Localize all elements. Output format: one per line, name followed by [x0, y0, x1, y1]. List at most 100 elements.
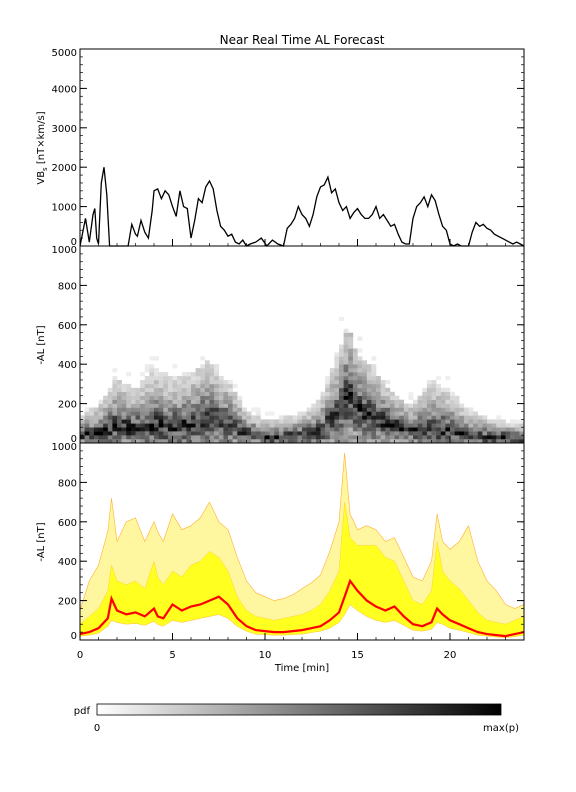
pdf-cell [362, 411, 367, 416]
pdf-panel: 0 200 400 600 800 1000 -AL [nT] [36, 245, 525, 445]
pdf-cell [371, 376, 377, 381]
colorbar-max-label: max(p) [483, 723, 519, 734]
pdf-cell [468, 407, 474, 412]
pdf-cell [334, 387, 340, 392]
x-tick-label: 5 [169, 650, 175, 661]
pdf-cell [329, 380, 335, 385]
pdf-cell [251, 435, 256, 440]
pdf-cell [200, 368, 206, 373]
pdf-cell [158, 380, 164, 385]
pdf-cell [385, 419, 391, 424]
pdf-cell [352, 376, 358, 381]
pdf-cell [149, 407, 155, 412]
pdf-cell [339, 431, 344, 436]
pdf-cell [440, 395, 446, 400]
pdf-cell [468, 411, 474, 416]
pdf-cell [163, 423, 169, 428]
pdf-cell [181, 427, 187, 432]
pdf-cell [325, 391, 330, 396]
pdf-cell [482, 427, 488, 432]
pdf-cell [237, 415, 243, 420]
pdf-cell [191, 427, 196, 432]
pdf-cell [144, 376, 150, 381]
pdf-cell [357, 427, 363, 432]
pdf-cell [167, 423, 173, 428]
pdf-cell [163, 372, 169, 377]
pdf-cell [117, 391, 122, 396]
pdf-cell [329, 391, 335, 396]
pdf-cell [436, 415, 441, 420]
pdf-cell [209, 372, 215, 377]
pdf-cell [241, 411, 247, 416]
pdf-cell [158, 383, 164, 389]
pdf-cell [352, 395, 358, 400]
pdf-cell [385, 439, 391, 444]
pdf-cell [454, 435, 460, 440]
pdf-cell [450, 403, 455, 408]
pdf-cell [117, 383, 122, 389]
pdf-cell [274, 427, 280, 432]
pdf-cell [325, 383, 330, 389]
pdf-cell [334, 399, 340, 404]
pdf-cell [454, 427, 460, 432]
pdf-cell [454, 415, 460, 420]
pdf-cell [140, 419, 145, 424]
pdf-cell [135, 391, 141, 396]
pdf-cell [204, 395, 210, 400]
colorbar-gradient [96, 703, 502, 716]
pdf-cell [436, 387, 441, 392]
pdf-cell [311, 419, 317, 424]
pdf-cell [334, 403, 340, 408]
pdf-cell [117, 419, 122, 424]
pdf-cell [297, 423, 303, 428]
pdf-cell [487, 423, 492, 428]
colorbar: pdf 0 max(p) [74, 703, 519, 734]
pdf-cell [103, 427, 108, 432]
pdf-cell [200, 439, 206, 444]
pdf-cell [177, 395, 182, 400]
pdf-cell [463, 427, 469, 432]
pdf-cell [440, 403, 446, 408]
pdf-cell [255, 427, 261, 432]
pdf-cell [454, 423, 460, 428]
pdf-cell [130, 423, 136, 428]
pdf-cell [385, 431, 391, 436]
pdf-cell [385, 411, 391, 416]
pdf-cell [325, 380, 330, 385]
pdf-cell [459, 431, 465, 436]
pdf-cell [278, 415, 284, 420]
pdf-cell [352, 411, 358, 416]
pdf-cell [426, 415, 432, 420]
pdf-cell [413, 419, 418, 424]
pdf-cell [496, 423, 502, 428]
pdf-cell [177, 435, 182, 440]
pdf-cell [306, 439, 312, 444]
pdf-cell [440, 423, 446, 428]
pdf-cell [329, 435, 335, 440]
pdf-cell [121, 391, 127, 396]
pdf-cell [214, 391, 219, 396]
pdf-cell [112, 407, 118, 412]
pdf-cell [302, 427, 307, 432]
pdf-cell [112, 387, 118, 392]
pdf-cell [228, 380, 233, 385]
pdf-cell [107, 407, 113, 412]
pdf-cell [302, 415, 307, 420]
pdf-cell [352, 380, 358, 385]
pdf-cell [376, 415, 381, 420]
pdf-cell [348, 383, 354, 389]
pdf-cell [389, 399, 395, 404]
pdf-cell [126, 419, 132, 424]
pdf-cell [357, 399, 363, 404]
pdf-cell [163, 376, 169, 381]
pdf-cell [339, 348, 344, 353]
pdf-cell [343, 364, 349, 369]
pdf-cell [214, 395, 219, 400]
pdf-cell [195, 395, 201, 400]
pdf-cell [450, 419, 455, 424]
pdf-cell [278, 427, 284, 432]
pdf-cell [167, 395, 173, 400]
pdf-cell [98, 439, 104, 444]
pdf-cell [158, 399, 164, 404]
